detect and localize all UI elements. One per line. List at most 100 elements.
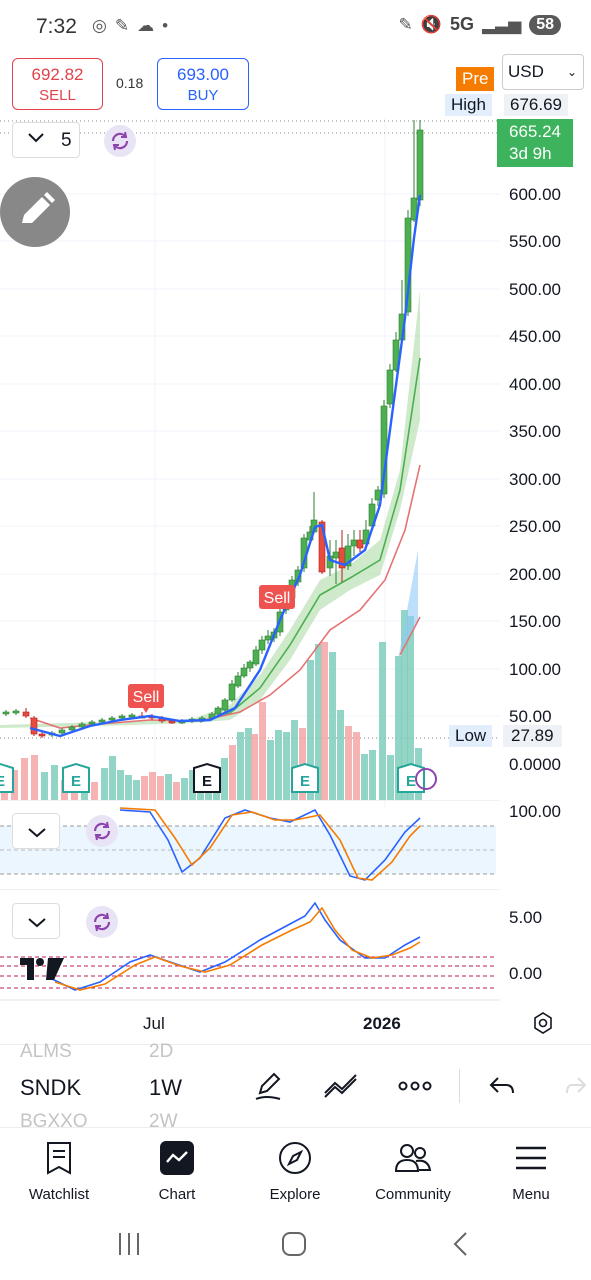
indicators-icon (324, 1074, 357, 1098)
price-tick: 150.00 (509, 612, 561, 631)
price-tick: 500.00 (509, 280, 561, 299)
price-tick: 250.00 (509, 517, 561, 536)
ma-red-line (29, 464, 421, 729)
candle (240, 664, 248, 678)
candle (258, 636, 266, 654)
volume-bar (229, 745, 236, 800)
volume-bar (237, 732, 244, 800)
timeframe[interactable]: 1W (149, 1075, 182, 1100)
recent-apps-icon[interactable] (116, 1231, 142, 1257)
candle (234, 672, 242, 688)
earnings-marker[interactable]: E (0, 762, 14, 793)
bottom-nav: Watchlist Chart Explore Community Menu (0, 1127, 591, 1217)
sync-icon[interactable] (104, 125, 136, 157)
sync-icon[interactable] (86, 815, 118, 847)
volume-bar (291, 720, 298, 800)
earnings-marker[interactable]: E (193, 762, 221, 793)
candle (58, 728, 66, 734)
volume-bar (117, 770, 124, 800)
volume-bar (259, 702, 266, 800)
macd-panel[interactable] (0, 892, 500, 1002)
nav-community[interactable]: Community (358, 1138, 468, 1203)
mute-icon: 🔇 (420, 14, 442, 34)
more-button[interactable] (397, 1069, 433, 1108)
sell-signal[interactable]: Sell (259, 585, 295, 609)
macd-line (49, 901, 421, 991)
dividend-marker (415, 768, 437, 790)
drawing-pencil-button[interactable] (0, 177, 70, 247)
chevron-down-icon (28, 828, 46, 838)
divider (459, 1069, 460, 1103)
price-chart[interactable]: Sell Sell E E E E E (0, 118, 500, 808)
undo-button[interactable] (486, 1069, 518, 1108)
price-tick: 450.00 (509, 327, 561, 346)
nav-chart[interactable]: Chart (122, 1138, 232, 1203)
nav-label: Chart (158, 1186, 196, 1203)
nav-label: Community (375, 1186, 451, 1203)
currency-value: USD (508, 62, 544, 81)
nav-menu[interactable]: Menu (476, 1138, 586, 1203)
volume-bar (165, 774, 172, 800)
battery-badge: 58 (529, 14, 561, 35)
currency-select[interactable]: USD ⌄ (502, 54, 584, 90)
time-axis-label: Jul (143, 1014, 165, 1033)
network-label: 5G (449, 14, 474, 34)
osc2-collapse-button[interactable] (12, 903, 60, 939)
price-tick: 350.00 (509, 422, 561, 441)
pencil-icon (255, 1072, 281, 1100)
volume-bar (41, 772, 48, 800)
sell-signal[interactable]: Sell (128, 684, 164, 713)
volume-bar (101, 768, 108, 800)
back-icon[interactable] (450, 1231, 472, 1257)
price-tick: 100.00 (509, 660, 561, 679)
price-tick: 200.00 (509, 565, 561, 584)
volume-bar (387, 755, 394, 800)
system-nav-bar (0, 1217, 591, 1280)
volume-bar (379, 642, 386, 800)
low-label: Low (449, 725, 493, 747)
prev-symbol[interactable]: ALMS (20, 1041, 72, 1062)
candle (410, 120, 418, 222)
sync-icon[interactable] (86, 906, 118, 938)
nav-explore[interactable]: Explore (240, 1138, 350, 1203)
interval-dropdown[interactable]: 5 (12, 122, 80, 158)
price-tick: 550.00 (509, 232, 561, 251)
pencil-icon (22, 192, 55, 223)
draw-tool-button[interactable] (252, 1069, 286, 1108)
volume-bar (109, 756, 116, 800)
chart-settings-button[interactable] (531, 1011, 555, 1040)
redo-button[interactable] (562, 1069, 590, 1108)
buy-price: 693.00 (177, 65, 229, 84)
volume-bar (245, 728, 252, 800)
chevron-down-icon (27, 131, 45, 147)
volume-bar (395, 656, 402, 800)
indicators-button[interactable] (322, 1069, 360, 1108)
nav-watchlist[interactable]: Watchlist (4, 1138, 114, 1203)
volume-bar (307, 660, 314, 800)
candle (214, 706, 222, 716)
projection-band (398, 550, 418, 660)
symbol-name[interactable]: SNDK (20, 1075, 82, 1100)
home-icon[interactable] (281, 1231, 307, 1257)
status-system-icons: ✎ 🔇 5G ▂▃▅ 58 (399, 14, 561, 35)
next-timeframe[interactable]: 2W (149, 1111, 178, 1132)
volume-bar (275, 730, 282, 800)
price-tick: 300.00 (509, 470, 561, 489)
volume-bar (125, 775, 132, 800)
prev-timeframe[interactable]: 2D (149, 1041, 174, 1062)
sell-button[interactable]: 692.82 SELL (12, 58, 103, 110)
watchlist-icon (47, 1142, 71, 1175)
volume-bar (189, 770, 196, 800)
earnings-marker[interactable]: E (291, 762, 319, 793)
buy-button[interactable]: 693.00 BUY (157, 58, 249, 110)
candle (221, 698, 229, 712)
osc1-collapse-button[interactable] (12, 813, 60, 849)
stochastic-panel[interactable] (0, 800, 500, 890)
redo-icon (566, 1077, 587, 1094)
next-symbol[interactable]: BGXXO (20, 1111, 88, 1132)
candle (246, 660, 254, 672)
price-tick: 50.00 (509, 707, 552, 726)
earnings-marker[interactable]: E (62, 762, 90, 793)
volume-bar (401, 610, 408, 800)
undo-icon (489, 1077, 514, 1094)
